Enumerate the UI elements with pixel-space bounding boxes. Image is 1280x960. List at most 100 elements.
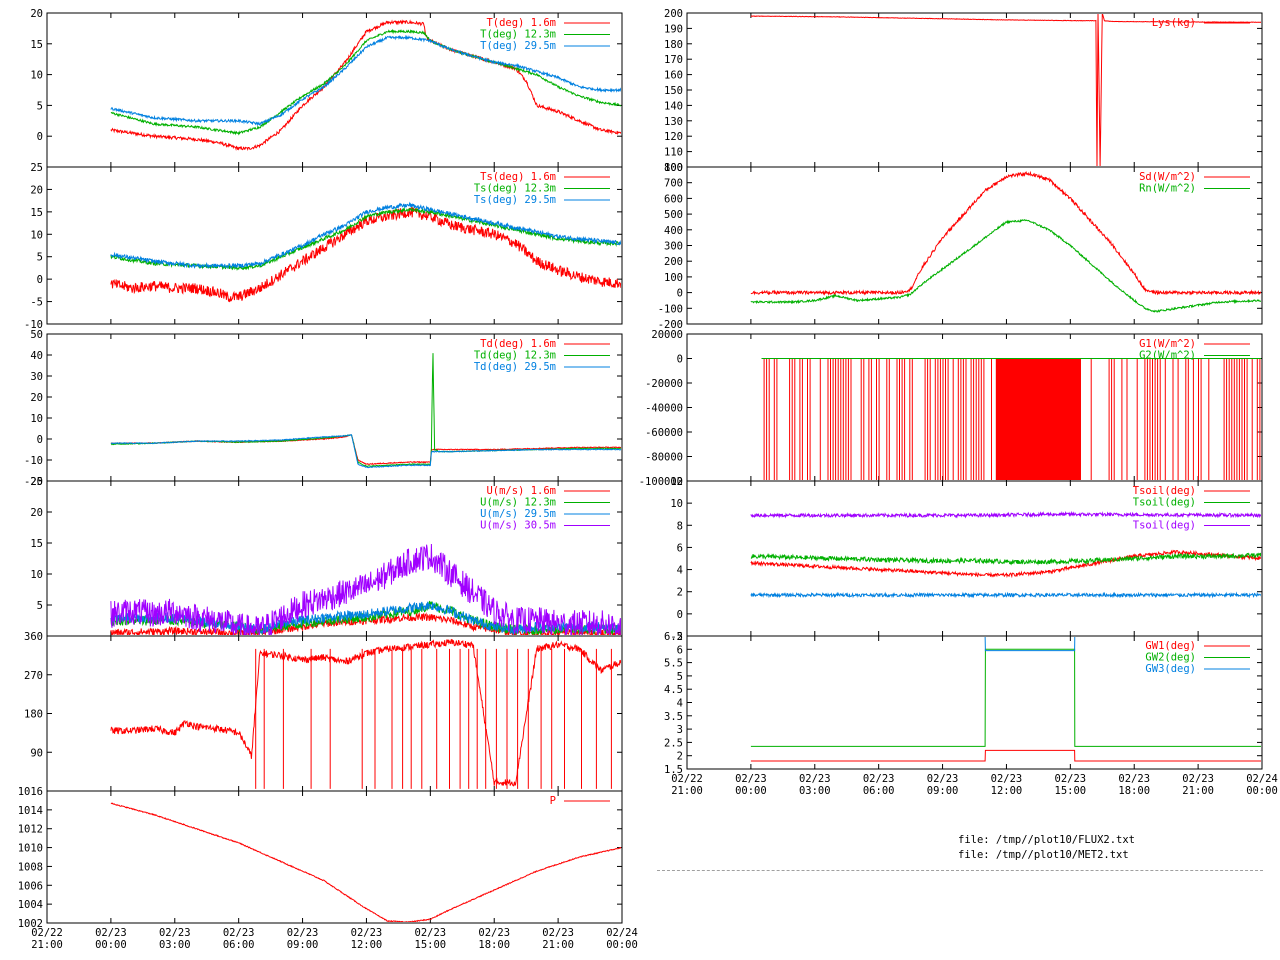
x-tick-time: 00:00 (735, 785, 767, 797)
x-tick-time: 00:00 (1246, 785, 1278, 797)
x-tick-date: 02/23 (478, 927, 510, 939)
y-tick-label: 190 (664, 23, 683, 35)
legend-entry: Tsoil(deg) (1133, 485, 1196, 497)
y-tick-label: 360 (24, 631, 43, 643)
series-line-t-deg-12-3m (110, 28, 621, 136)
x-tick-time: 15:00 (1055, 785, 1087, 797)
legend-entry: T(deg) 1.6m (486, 17, 556, 29)
y-tick-label: -20000 (645, 378, 683, 390)
y-tick-label: 140 (664, 100, 683, 112)
y-tick-label: 1016 (18, 786, 43, 798)
legend-entry: Tsoil(deg) (1133, 497, 1196, 509)
y-tick-label: 0 (37, 131, 43, 143)
x-tick-date: 02/23 (95, 927, 127, 939)
series-line-u-m-s-30-5m (110, 543, 621, 635)
series-line-tsoil-deg (750, 552, 1261, 566)
y-tick-label: 2 (677, 751, 683, 763)
y-tick-label: -200 (658, 319, 683, 331)
legend-entry: GW3(deg) (1145, 663, 1196, 675)
y-tick-label: 12 (670, 476, 683, 488)
y-tick-label: -2 (670, 631, 683, 643)
x-tick-date: 02/22 (671, 773, 703, 785)
x-tick-time: 03:00 (799, 785, 831, 797)
y-tick-label: -10 (24, 319, 43, 331)
y-tick-label: 1004 (18, 899, 43, 911)
y-tick-label: 120 (664, 131, 683, 143)
x-tick-date: 02/23 (1118, 773, 1150, 785)
y-tick-label: 110 (664, 147, 683, 159)
y-tick-label: 400 (664, 225, 683, 237)
y-tick-label: 5 (677, 671, 683, 683)
y-tick-label: 30 (30, 371, 43, 383)
direction-spikes (255, 648, 612, 789)
x-tick-time: 06:00 (223, 939, 255, 951)
x-tick-date: 02/23 (799, 773, 831, 785)
y-tick-label: 20 (30, 507, 43, 519)
legend-entry: Td(deg) 1.6m (480, 338, 556, 350)
legend-entry: T(deg) 12.3m (480, 29, 556, 41)
y-tick-label: -100 (658, 303, 683, 315)
y-tick-label: 6.5 (664, 631, 683, 643)
y-tick-label: 15 (30, 538, 43, 550)
x-tick-time: 21:00 (671, 785, 703, 797)
y-tick-label: 10 (670, 498, 683, 510)
plot-area (750, 637, 1261, 762)
x-tick-time: 00:00 (606, 939, 638, 951)
legend-entry: Ts(deg) 12.3m (474, 183, 556, 195)
series-line-tsoil-deg (750, 510, 1261, 519)
y-tick-label: 15 (30, 39, 43, 51)
series-line-p (110, 802, 621, 922)
y-tick-label: 10 (30, 413, 43, 425)
legend-entry: Sd(W/m^2) (1139, 171, 1196, 183)
y-tick-label: 0 (677, 288, 683, 300)
y-tick-label: 4 (677, 698, 683, 710)
y-tick-label: 150 (664, 85, 683, 97)
series-line-lys-kg (750, 14, 1261, 166)
y-tick-label: 200 (664, 256, 683, 268)
x-tick-time: 00:00 (95, 939, 127, 951)
g1-spikes (763, 358, 1261, 480)
x-tick-date: 02/23 (223, 927, 255, 939)
x-tick-time: 09:00 (287, 939, 319, 951)
y-tick-label: 700 (664, 178, 683, 190)
panel-wind: 5 10 15 20 25 U(m/s) 1.6mU(m/s) 12.3mU(m/s) 2… (30, 476, 623, 637)
plot-area (110, 19, 621, 152)
y-tick-label: 1006 (18, 880, 43, 892)
y-tick-label: 5.5 (664, 658, 683, 670)
y-tick-label: 2 (677, 587, 683, 599)
y-tick-label: 1.5 (664, 764, 683, 776)
y-tick-label: 600 (664, 193, 683, 205)
series-line-ts-deg-29-5m (110, 201, 621, 270)
plot-area (750, 170, 1261, 314)
legend-entry: U(m/s) 30.5m (480, 520, 556, 532)
panel-dir: 90 180 270 360 (24, 631, 623, 792)
y-tick-label: 1014 (18, 805, 43, 817)
plot-area (110, 543, 621, 635)
y-tick-label: -80000 (645, 452, 683, 464)
x-tick-date: 02/23 (351, 927, 383, 939)
plot-area (110, 638, 621, 789)
legend-entry: Rn(W/m^2) (1139, 183, 1196, 195)
y-tick-label: 2.5 (664, 737, 683, 749)
y-tick-label: 1010 (18, 843, 43, 855)
x-tick-time: 15:00 (415, 939, 447, 951)
x-tick-time: 03:00 (159, 939, 191, 951)
y-tick-label: 5 (37, 252, 43, 264)
y-tick-label: 3 (677, 724, 683, 736)
y-tick-label: 0 (37, 434, 43, 446)
x-tick-date: 02/23 (927, 773, 959, 785)
x-tick-date: 02/23 (287, 927, 319, 939)
y-tick-label: 10 (30, 569, 43, 581)
y-tick-label: 4.5 (664, 684, 683, 696)
y-tick-label: -5 (30, 297, 43, 309)
x-tick-time: 18:00 (478, 939, 510, 951)
series-line-ts-deg-12-3m (110, 206, 621, 271)
y-tick-label: 20 (30, 392, 43, 404)
g1-dense-block (995, 358, 1081, 480)
series-line-sd-w-m-2 (750, 170, 1261, 296)
y-tick-label: 4 (677, 565, 683, 577)
y-tick-label: -40000 (645, 403, 683, 415)
panel-tsoil: -2024681012Tsoil(deg)Tsoil(deg)Tsoil(deg… (670, 476, 1263, 643)
